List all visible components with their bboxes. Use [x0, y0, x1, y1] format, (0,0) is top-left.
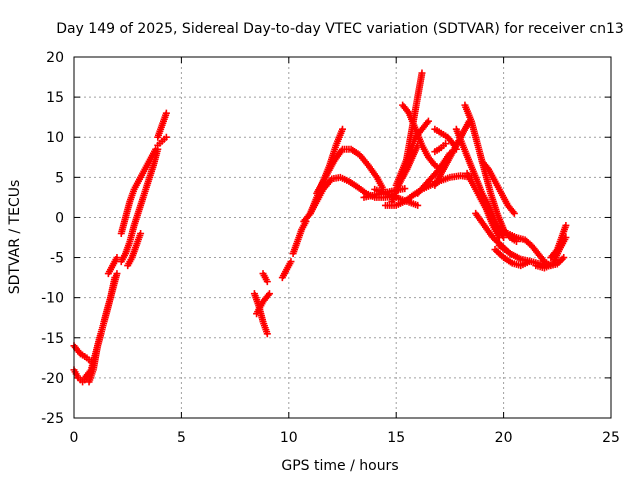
- series-arc-aj: [491, 246, 533, 270]
- data-point: [418, 69, 426, 77]
- series-arc-ag: [478, 157, 518, 217]
- y-tick-label: 0: [55, 210, 64, 226]
- y-tick-label: -25: [41, 411, 64, 427]
- series-arc-h: [124, 229, 145, 270]
- series-arc-d: [85, 274, 119, 386]
- data-point: [137, 229, 145, 237]
- plot-frame: [73, 56, 612, 419]
- data-point: [113, 254, 121, 262]
- data-point: [263, 278, 271, 286]
- data-point: [339, 125, 346, 133]
- data-point: [162, 133, 170, 141]
- data-point: [414, 141, 422, 149]
- series-arc-am: [547, 221, 570, 262]
- grid-lines: [74, 57, 611, 418]
- data-point: [287, 258, 295, 266]
- data-point: [162, 109, 170, 117]
- y-tick-label: 15: [46, 90, 64, 106]
- data-point: [111, 274, 119, 282]
- series-arc-n: [278, 258, 295, 282]
- x-axis-label: GPS time / hours: [281, 458, 398, 474]
- series-arc-g: [117, 145, 162, 266]
- data-point: [414, 201, 422, 209]
- data-point: [560, 254, 568, 262]
- series-arc-r: [313, 145, 387, 197]
- y-tick-label: 5: [55, 170, 64, 186]
- series-arc-af: [463, 169, 503, 241]
- x-tick-label: 5: [177, 430, 186, 446]
- data-point: [113, 270, 121, 278]
- series-arc-ac: [431, 125, 460, 153]
- x-tick-label: 20: [495, 430, 513, 446]
- data-point: [525, 258, 533, 266]
- x-axis-ticks: 0 5 10 15 20 25: [70, 57, 620, 446]
- series-arc-a: [70, 342, 95, 366]
- series-arc-t: [371, 185, 422, 209]
- data-point: [562, 221, 570, 229]
- chart-title: Day 149 of 2025, Sidereal Day-to-day VTE…: [56, 21, 624, 37]
- data-point: [265, 290, 273, 298]
- y-tick-label: 10: [46, 130, 64, 146]
- x-tick-label: 15: [387, 430, 405, 446]
- y-tick-label: -15: [41, 331, 64, 347]
- series-arc-i: [154, 109, 170, 141]
- series-arc-ab: [431, 140, 450, 156]
- series-arc-m: [259, 270, 271, 286]
- data-point: [424, 117, 432, 125]
- data-point: [452, 145, 460, 153]
- data-point: [401, 185, 409, 193]
- series-arc-e: [104, 254, 121, 278]
- y-tick-label: 20: [46, 50, 64, 66]
- data-point: [442, 140, 450, 148]
- y-axis-ticks: -25 -20 -15 -10 -5 0 5 10 15 20: [41, 50, 611, 427]
- data-point: [510, 209, 518, 217]
- x-tick-label: 0: [70, 430, 79, 446]
- series-arc-o: [289, 217, 310, 258]
- series-arc-y: [388, 141, 422, 205]
- series-arc-l: [253, 290, 273, 318]
- series-arc-j: [154, 133, 170, 149]
- data-points: [70, 69, 570, 386]
- y-axis-label: SDTVAR / TECUs: [7, 180, 23, 295]
- y-tick-label: -5: [50, 251, 64, 267]
- y-tick-label: -20: [41, 371, 64, 387]
- data-point: [263, 330, 271, 338]
- x-tick-label: 25: [602, 430, 620, 446]
- y-tick-label: -10: [41, 291, 64, 307]
- x-tick-label: 10: [280, 430, 298, 446]
